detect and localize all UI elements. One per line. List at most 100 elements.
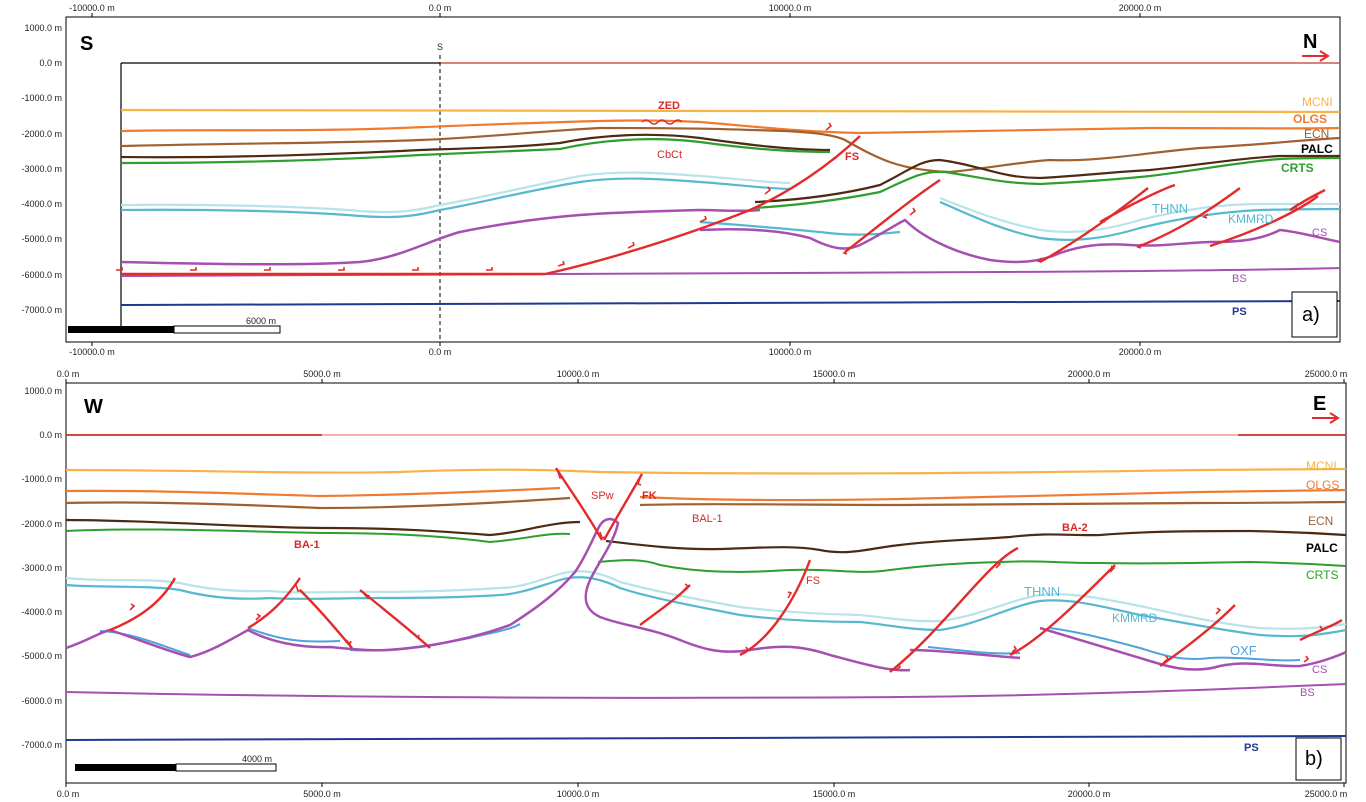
panel-a: -10000.0 m 0.0 m 10000.0 m 20000.0 m -10… (21, 3, 1341, 357)
panel-b-scale-bar: 4000 m (75, 754, 277, 772)
panel-b-xtick-top-2: 10000.0 m (557, 369, 600, 379)
panel-b-ytick-8: -7000.0 m (21, 740, 62, 750)
panel-b-fault-10 (1299, 618, 1343, 642)
panel-b-fault-9 (1159, 604, 1236, 667)
panel-a-ytick-4: -3000.0 m (21, 164, 62, 174)
panel-a-frame (65, 16, 1341, 343)
panel-b-label-bal1: BAL-1 (692, 513, 723, 525)
panel-a-label-fs: FS (845, 151, 859, 163)
panel-a-slip-arrows (116, 122, 1299, 271)
panel-b-horizon-palc (65, 518, 1347, 554)
panel-a-ytick-1: 0.0 m (39, 58, 62, 68)
panel-a-faults (121, 135, 1326, 276)
panel-b-arrow-20 (1317, 625, 1324, 633)
panel-a-label-cbct: CbCt (657, 149, 682, 161)
panel-b-ytick-4: -3000.0 m (21, 563, 62, 573)
panel-b-scale-label: 4000 m (242, 754, 272, 764)
panel-b-label-spw: SPw (591, 490, 614, 502)
panel-a-arrow-15 (1100, 217, 1107, 223)
panel-a-horizon-kmmrd (120, 177, 1341, 241)
panel-b-ytick-3: -2000.0 m (21, 519, 62, 529)
panel-b-horizon-thnn (65, 570, 1347, 630)
panel-a-arrow-13 (842, 249, 849, 255)
panel-b-orientation-left: W (84, 396, 103, 418)
panel-b-horizon-mcni (65, 467, 1347, 475)
panel-b-unit-cs: CS (1312, 664, 1327, 676)
panel-b-arrow-15 (1011, 645, 1018, 653)
panel-a-x-ticks-top: -10000.0 m 0.0 m 10000.0 m 20000.0 m (69, 3, 1161, 17)
panel-a-arrow-9 (699, 215, 707, 223)
panel-a-unit-ps: PS (1232, 306, 1247, 318)
panel-a-horizon-bs (120, 267, 1341, 277)
panel-a-letter: a) (1302, 304, 1320, 326)
panel-a-xtick-top-2: 10000.0 m (769, 3, 812, 13)
panel-a-model-boundary (120, 62, 440, 328)
panel-a-letter-box (1291, 291, 1338, 338)
panel-b-horizon-bs (65, 683, 1347, 699)
panel-a-ytick-0: 1000.0 m (24, 23, 62, 33)
panel-b-x-ticks-bottom: 0.0 m 5000.0 m 10000.0 m 15000.0 m 20000… (57, 783, 1348, 799)
panel-b-unit-ecn: ECN (1308, 514, 1333, 528)
panel-b-ytick-6: -5000.0 m (21, 651, 62, 661)
panel-a-x-ticks-bottom: -10000.0 m 0.0 m 10000.0 m 20000.0 m (69, 342, 1161, 357)
panel-b-arrow-17 (1163, 655, 1170, 663)
panel-a-fault-1 (844, 179, 941, 253)
panel-b-arrow-13 (895, 663, 902, 671)
panel-a-xtick-bot-2: 10000.0 m (769, 347, 812, 357)
panel-b-arrow-14 (995, 561, 1002, 569)
panel-a-horizon-cs (120, 208, 1341, 266)
panel-b-unit-bs: BS (1300, 687, 1315, 699)
panel-a-fault-4 (1209, 195, 1319, 248)
panel-b-arrow-6 (413, 633, 420, 640)
panel-a-arrow-16 (1136, 243, 1143, 249)
panel-a-unit-olgs: OLGS (1293, 112, 1327, 126)
panel-b-fault-6 (739, 559, 812, 657)
panel-b-unit-palc: PALC (1306, 541, 1338, 555)
panel-a-arrow-2 (190, 267, 197, 271)
panel-b-xtick-bot-0: 0.0 m (57, 789, 80, 799)
panel-b-unit-thnn: THNN (1024, 584, 1060, 599)
panel-b-xtick-bot-3: 15000.0 m (813, 789, 856, 799)
panel-a-arrow-8 (627, 241, 635, 249)
panel-a-section-marker: S (437, 42, 443, 52)
panel-b-xtick-bot-5: 25000.0 m (1305, 789, 1348, 799)
panel-a-arrow-17 (1202, 213, 1209, 219)
panel-a-horizon-mcni (120, 108, 1341, 114)
panel-b-xtick-top-0: 0.0 m (57, 369, 80, 379)
panel-a-orientation-right: N (1303, 31, 1317, 53)
panel-b-fault-8 (1009, 564, 1116, 657)
panel-b-ytick-7: -6000.0 m (21, 696, 62, 706)
panel-b-fault-3 (299, 589, 353, 649)
panel-b-horizon-olgs (65, 486, 1347, 502)
panel-a-arrow-1 (116, 267, 123, 271)
panel-a-unit-ecn: ECN (1304, 127, 1329, 141)
panel-b-fault-7 (889, 546, 1019, 673)
panel-b-arrow-7 (557, 471, 564, 480)
panel-b-arrow-10 (683, 583, 690, 591)
panel-a-y-ticks: 1000.0 m 0.0 m -1000.0 m -2000.0 m -3000… (21, 23, 62, 315)
panel-a-unit-thnn: THNN (1152, 201, 1188, 216)
panel-a-scale-bar: 6000 m (68, 316, 281, 334)
panel-b-unit-kmmrd: KMMRD (1112, 611, 1158, 625)
panel-a-ytick-3: -2000.0 m (21, 129, 62, 139)
panel-a-arrow-4 (338, 267, 345, 271)
panel-a-ytick-5: -4000.0 m (21, 199, 62, 209)
panel-a-orientation-left: S (80, 33, 93, 55)
panel-b-horizon-crts (65, 528, 1347, 573)
panel-a-arrow-12 (909, 207, 917, 216)
panel-a-arrow-14 (1036, 257, 1043, 263)
panel-b-arrow-5 (363, 593, 370, 600)
panel-a-label-zed: ZED (658, 100, 680, 112)
panel-b-arrow-16 (1109, 565, 1116, 573)
panel-a-arrow-6 (486, 267, 493, 271)
panel-a-arrow-11 (825, 122, 833, 131)
panel-a-xtick-bot-1: 0.0 m (429, 347, 452, 357)
panel-b-ytick-1: 0.0 m (39, 430, 62, 440)
panel-b-xtick-bot-1: 5000.0 m (303, 789, 341, 799)
panel-a-unit-palc: PALC (1301, 142, 1333, 156)
panel-b-unit-oxf: OXF (1230, 643, 1257, 658)
panel-a-horizon-ps (120, 300, 1341, 306)
panel-b-frame (65, 382, 1347, 784)
panel-a-horizon-thnn (120, 171, 1340, 233)
panel-a-ytick-8: -7000.0 m (21, 305, 62, 315)
